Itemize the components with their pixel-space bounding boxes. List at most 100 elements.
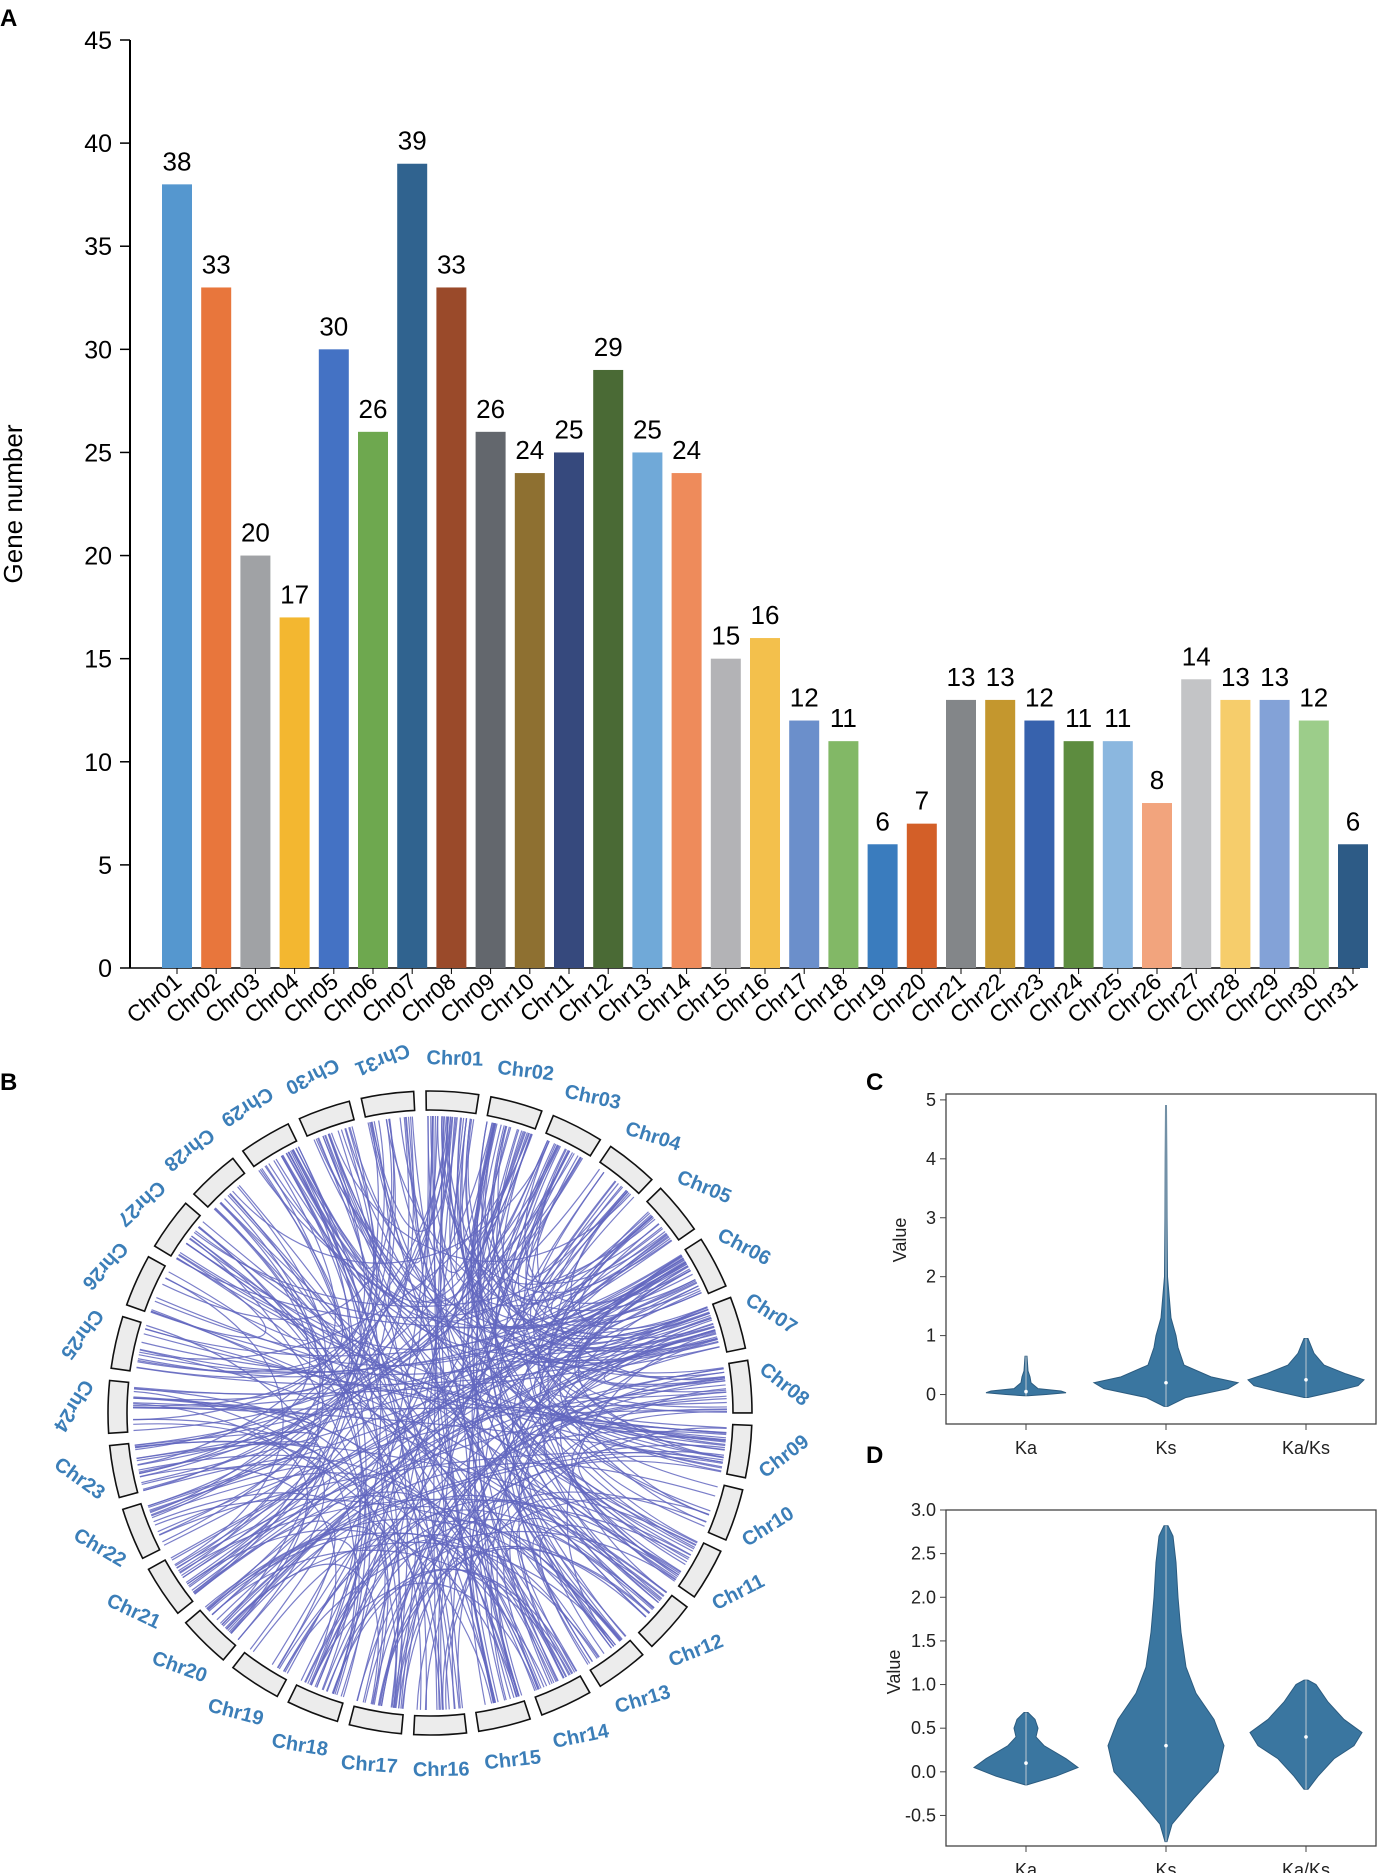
y-tick-label: 35 <box>84 233 112 261</box>
synteny-link <box>139 1349 655 1609</box>
synteny-link <box>470 1122 671 1328</box>
bar-chr18 <box>828 741 859 968</box>
synteny-link <box>206 1450 725 1610</box>
chromosome-label: Chr22 <box>70 1524 130 1572</box>
synteny-link <box>154 1128 378 1350</box>
synteny-link <box>162 1118 396 1543</box>
synteny-link <box>192 1520 336 1669</box>
synteny-link <box>176 1198 321 1569</box>
bar-value-label: 25 <box>633 414 662 444</box>
synteny-link <box>153 1492 441 1710</box>
synteny-link <box>191 1234 668 1591</box>
synteny-link <box>206 1290 701 1610</box>
bar-value-label: 14 <box>1182 641 1211 671</box>
chromosome-label: Chr08 <box>755 1358 813 1410</box>
synteny-link <box>388 1118 626 1638</box>
chromosome-label: Chr30 <box>282 1053 343 1098</box>
bar-value-label: 11 <box>830 703 857 733</box>
synteny-link <box>492 1125 724 1458</box>
chromosome-segment <box>241 1122 298 1168</box>
bar-chr22 <box>985 699 1016 968</box>
synteny-link <box>371 1121 616 1646</box>
synteny-link <box>188 1133 533 1587</box>
chromosome-label: Chr25 <box>56 1305 108 1363</box>
y-tick-label: 2.5 <box>911 1544 936 1564</box>
chromosome-segment <box>677 1542 722 1599</box>
y-tick-label: 0.5 <box>911 1718 936 1738</box>
y-tick-label: 1 <box>926 1326 936 1346</box>
chromosome-segment <box>348 1705 404 1735</box>
chromosome-segment <box>425 1090 480 1115</box>
bar-value-label: 13 <box>1260 662 1289 692</box>
violin-median <box>1024 1761 1028 1765</box>
chromosome-segment <box>125 1255 167 1313</box>
x-tick-label: Ka <box>1015 1860 1038 1873</box>
chromosome-label: Chr24 <box>48 1376 97 1436</box>
bar-value-label: 24 <box>672 435 701 465</box>
chromosome-segment <box>360 1090 416 1118</box>
y-tick-label: 25 <box>84 439 112 467</box>
chromosome-segment <box>153 1202 202 1258</box>
bar-value-label: 29 <box>594 332 623 362</box>
synteny-link <box>271 1131 526 1665</box>
chromosome-segment <box>192 1157 246 1209</box>
chromosome-label: Chr14 <box>551 1720 612 1753</box>
chromosome-segment <box>147 1558 194 1615</box>
x-tick-label: Ka <box>1015 1438 1038 1458</box>
chromosome-segment <box>598 1145 653 1195</box>
synteny-link <box>310 1181 617 1686</box>
synteny-link <box>139 1132 530 1360</box>
synteny-link <box>134 1431 319 1507</box>
synteny-link <box>171 1268 691 1561</box>
y-tick-label: 2 <box>926 1267 936 1287</box>
y-tick-label: 2.0 <box>911 1587 936 1607</box>
bar-chr12 <box>593 369 624 968</box>
bar-chr01 <box>162 184 192 968</box>
bar-chr04 <box>279 617 310 968</box>
synteny-link <box>577 1436 726 1560</box>
bar-value-label: 26 <box>359 394 388 424</box>
synteny-link <box>295 1147 627 1637</box>
panel-label-a: A <box>0 5 17 32</box>
bar-value-label: 33 <box>437 249 466 279</box>
chromosome-label: Chr21 <box>103 1590 164 1634</box>
chromosome-segment <box>184 1609 237 1662</box>
bar-value-label: 33 <box>202 249 231 279</box>
chromosome-segment <box>474 1699 532 1733</box>
bar-chr27 <box>1181 679 1212 968</box>
synteny-link <box>574 1270 727 1408</box>
chromosome-segment <box>727 1359 753 1414</box>
synteny-link <box>202 1221 678 1579</box>
chromosome-label: Chr26 <box>78 1237 133 1294</box>
chromosome-label: Chr04 <box>623 1118 685 1156</box>
panel-c-y-axis-title: Value <box>890 1218 910 1263</box>
y-tick-label: -0.5 <box>905 1805 936 1825</box>
synteny-link <box>539 1211 660 1604</box>
y-tick-label: 5 <box>98 852 112 880</box>
synteny-link <box>525 1148 710 1338</box>
bar-chr02 <box>201 287 232 968</box>
chromosome-segment <box>108 1442 139 1499</box>
bar-value-label: 8 <box>1150 765 1164 795</box>
chromosome-label: Chr19 <box>205 1695 265 1731</box>
chromosome-segment <box>121 1502 161 1560</box>
synteny-link <box>578 1255 726 1446</box>
synteny-link <box>447 1116 724 1458</box>
bar-chr08 <box>436 287 467 968</box>
synteny-link <box>176 1257 542 1689</box>
synteny-link <box>544 1409 727 1434</box>
violin-median <box>1304 1735 1308 1739</box>
y-tick-label: 1.0 <box>911 1675 936 1695</box>
chromosome-label: Chr02 <box>496 1057 555 1086</box>
synteny-link <box>509 1498 697 1685</box>
chromosome-label: Chr29 <box>217 1082 277 1131</box>
bar-chr13 <box>632 452 663 968</box>
bar-value-label: 13 <box>986 662 1015 692</box>
y-tick-label: 45 <box>84 27 112 55</box>
bar-value-label: 15 <box>711 621 740 651</box>
synteny-link <box>479 1121 667 1284</box>
chromosome-segment <box>645 1187 696 1242</box>
bar-chr11 <box>554 452 584 968</box>
